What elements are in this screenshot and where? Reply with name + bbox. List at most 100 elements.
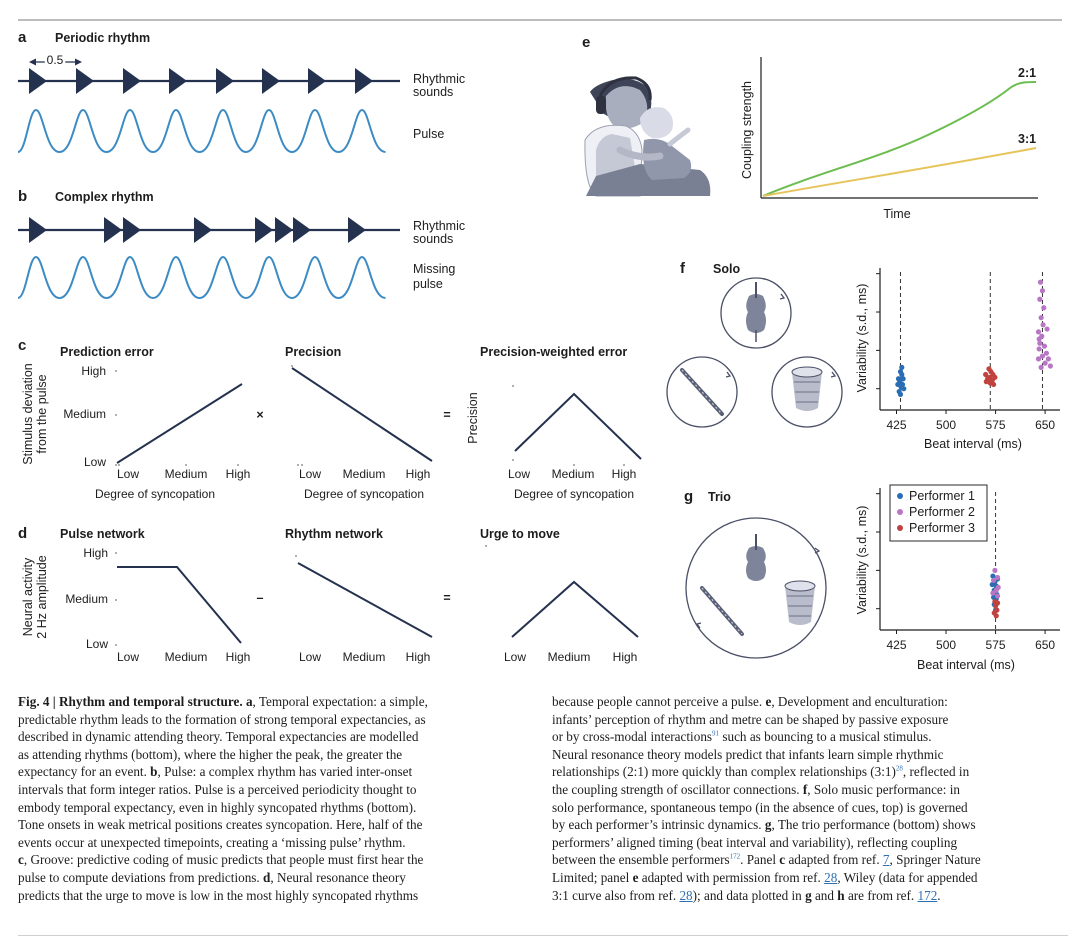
- panel-e-letter: e: [582, 34, 590, 51]
- panel-d-xtick-low-3: Low: [504, 650, 526, 664]
- curve-2-1: [762, 81, 1037, 197]
- reference-link[interactable]: 7: [882, 852, 890, 868]
- panel-c-ylabel-1: Stimulus deviation: [21, 363, 35, 464]
- rhythm-onset: [293, 217, 311, 243]
- panel-a-letter: a: [18, 29, 27, 46]
- caption-right-column: because people cannot perceive a pulse. …: [552, 693, 1067, 904]
- panel-f-reference-lines: [899, 272, 1043, 410]
- figure-4: a Periodic rhythm 0.5 Rhythmic sounds Pu…: [17, 19, 1062, 672]
- trio-instrument-icons: [685, 517, 827, 659]
- caption-left-column: Fig. 4 | Rhythm and temporal structure. …: [18, 693, 518, 904]
- data-point-series-3: [1036, 346, 1042, 352]
- panel-e-ylabel: Coupling strength: [740, 81, 754, 179]
- citation-superscript[interactable]: 91: [712, 729, 720, 738]
- times-operator: ×: [256, 408, 263, 422]
- panel-c-xtick-high-2: High: [406, 467, 431, 481]
- x-tick-label: 575: [986, 418, 1006, 432]
- caption-line: or by cross-modal interactions91 such as…: [552, 729, 932, 745]
- data-point-series-3: [1047, 363, 1053, 369]
- caption-line: predictable rhythm leads to the formatio…: [18, 711, 426, 727]
- legend-performer-3: Performer 3: [909, 521, 975, 535]
- citation-superscript[interactable]: 28: [895, 764, 903, 773]
- data-point-series-3: [993, 613, 999, 619]
- data-point-series-2: [983, 379, 989, 385]
- rhythm-onset: [308, 68, 326, 94]
- panel-c-xtick-medium-1: Medium: [165, 467, 208, 481]
- violin-icon: [746, 282, 766, 342]
- panel-f-ticks: 425 500 575 650: [876, 273, 1055, 432]
- panel-g: g Trio 425 500 575 650: [684, 484, 1060, 672]
- data-point-series-1: [897, 391, 904, 397]
- caption-line: c, Groove: predictive coding of music pr…: [18, 852, 424, 868]
- parent-infant-illustration: [584, 76, 711, 197]
- data-point-series-3: [1045, 356, 1051, 362]
- panel-e: e 2:1 3:1 Coupling strength Time: [582, 34, 1038, 221]
- caption-line: pulse to compute deviations from predict…: [18, 869, 406, 885]
- panel-c-xtick-high-3: High: [612, 467, 637, 481]
- drum-icon: [784, 580, 816, 625]
- panel-b: b Complex rhythm Rhythmic sounds Missing…: [17, 188, 465, 300]
- legend-performer-1: Performer 1: [909, 489, 975, 503]
- x-tick-label: 575: [986, 638, 1006, 652]
- panel-d-ylabel-1: Neural activity: [21, 557, 35, 636]
- panel-c-letter: c: [18, 337, 26, 354]
- data-point-series-3: [1037, 340, 1043, 346]
- data-point-series-3: [1039, 353, 1046, 359]
- equals-operator: =: [443, 408, 450, 422]
- caption-line: Fig. 4 | Rhythm and temporal structure. …: [18, 694, 428, 709]
- legend-marker-performer-2: [897, 509, 903, 515]
- data-point-series-2: [994, 593, 1001, 599]
- panel-a-sounds-label-2: sounds: [413, 85, 453, 99]
- panel-c-xlabel-2: Degree of syncopation: [304, 487, 424, 501]
- panel-c-xtick-medium-3: Medium: [552, 467, 595, 481]
- panel-d-letter: d: [18, 525, 27, 542]
- legend-performer-2: Performer 2: [909, 505, 975, 519]
- x-tick-label: 425: [886, 418, 906, 432]
- rhythm-onsets: [29, 68, 373, 94]
- reference-link[interactable]: 172: [917, 887, 938, 903]
- rhythm-onsets: [29, 217, 366, 243]
- reference-link[interactable]: 28: [824, 869, 838, 885]
- rhythm-onset: [216, 68, 234, 94]
- panel-d-xtick-high-3: High: [613, 650, 638, 664]
- legend-marker-performer-1: [897, 493, 903, 499]
- panel-b-title: Complex rhythm: [55, 190, 154, 204]
- rhythm-onset: [348, 217, 366, 243]
- pulse-curve: [17, 108, 386, 154]
- solo-instrument-icons: [666, 277, 843, 428]
- bold-text: e: [632, 869, 639, 885]
- data-point-series-3: [1041, 343, 1048, 349]
- data-point-series-3: [1035, 356, 1042, 362]
- panel-g-xlabel: Beat interval (ms): [917, 658, 1015, 672]
- rhythm-onset: [169, 68, 187, 94]
- data-point-series-3: [1039, 288, 1046, 294]
- urge-to-move-line: [511, 580, 639, 638]
- panel-c-xtick-low-3: Low: [508, 467, 530, 481]
- legend-marker-performer-3: [897, 525, 903, 531]
- data-point-series-3: [992, 599, 998, 605]
- equals-operator: =: [443, 591, 450, 605]
- panel-d-title-2: Rhythm network: [285, 527, 383, 541]
- reference-link[interactable]: 28: [679, 887, 693, 903]
- flute-icon: [700, 586, 744, 636]
- data-point-series-3: [1038, 364, 1044, 370]
- bottom-rule: [18, 935, 1068, 936]
- rhythm-onset: [104, 217, 122, 243]
- data-point-series-1: [899, 371, 905, 378]
- data-point-series-2: [990, 577, 997, 583]
- precision-weighted-error-line: [514, 392, 642, 460]
- panel-d-ytick-medium: Medium: [65, 592, 108, 606]
- panel-a-title: Periodic rhythm: [55, 31, 150, 45]
- missing-pulse-curve: [17, 255, 386, 300]
- citation-superscript[interactable]: 172: [729, 852, 741, 861]
- panel-d-ytick-high: High: [83, 546, 108, 560]
- panel-c-ytick-medium: Medium: [63, 407, 106, 421]
- data-point-series-2: [990, 590, 996, 596]
- data-point-series-3: [1042, 360, 1048, 366]
- label-3-1: 3:1: [1018, 132, 1036, 146]
- caption-line: intervals that form integer ratios. Puls…: [18, 781, 417, 797]
- panel-f-letter: f: [680, 260, 686, 277]
- caption-line: as attending rhythms (bottom), where the…: [18, 746, 403, 762]
- caption-line: events occur at unexpected timepoints, c…: [18, 834, 406, 850]
- data-point-series-3: [1037, 279, 1044, 285]
